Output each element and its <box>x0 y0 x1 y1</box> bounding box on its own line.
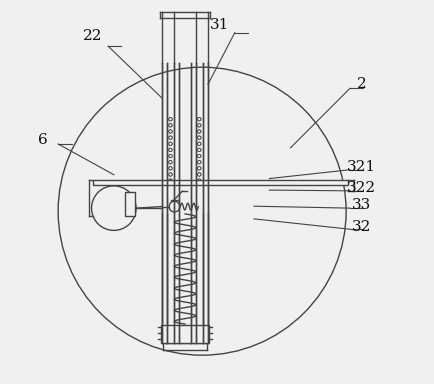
Text: 322: 322 <box>346 181 375 195</box>
Text: 33: 33 <box>351 199 370 212</box>
Text: 32: 32 <box>351 220 370 233</box>
Bar <box>160 325 209 343</box>
Text: 22: 22 <box>83 30 102 43</box>
Text: 6: 6 <box>38 133 48 147</box>
Text: 321: 321 <box>346 160 375 174</box>
Text: 2: 2 <box>356 78 365 91</box>
Bar <box>92 180 347 185</box>
Bar <box>124 192 135 216</box>
Text: 31: 31 <box>209 18 229 32</box>
